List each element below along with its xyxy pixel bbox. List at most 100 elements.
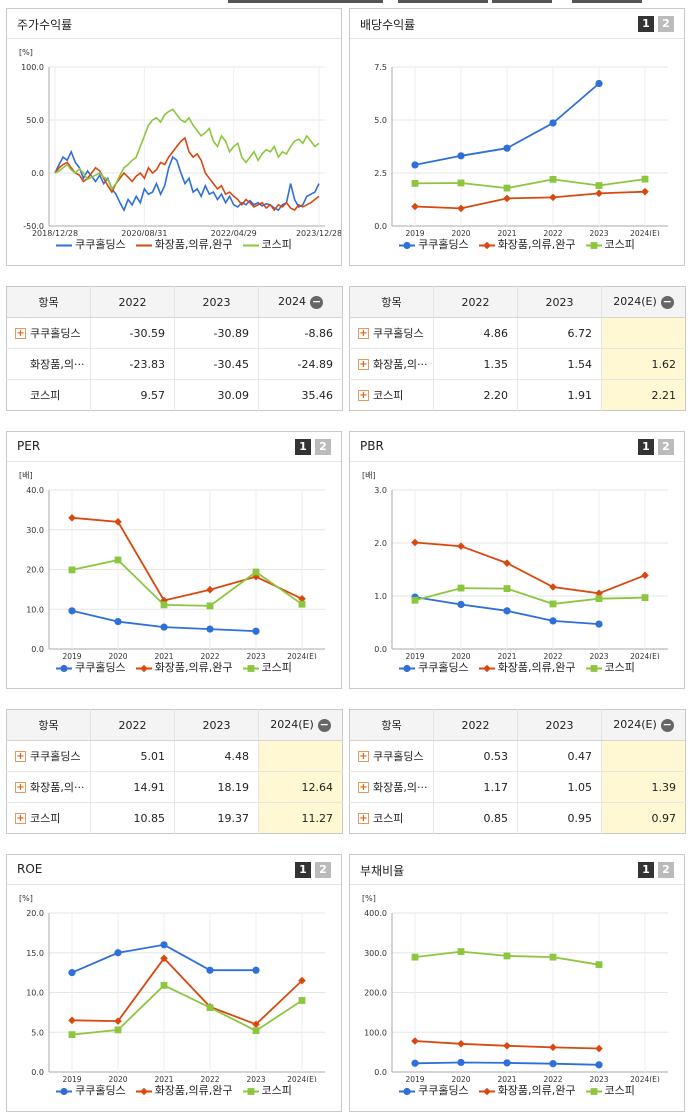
data-point: [114, 1026, 122, 1034]
data-point: [503, 1059, 511, 1067]
collapse-icon[interactable]: −: [660, 294, 674, 309]
legend-swatch: [242, 244, 259, 246]
data-point: [595, 182, 603, 189]
x-tick-label: 2022: [543, 652, 562, 659]
page-2-button[interactable]: 2: [658, 16, 674, 32]
table-cell: -30.45: [174, 348, 259, 380]
legend-item[interactable]: 코스피: [242, 1082, 292, 1098]
legend-item[interactable]: 쿠쿠홀딩스: [399, 236, 469, 252]
legend-label: 화장품,의류,완구: [154, 661, 233, 674]
expand-plus-icon[interactable]: +: [15, 781, 26, 793]
legend-item[interactable]: 화장품,의류,완구: [478, 236, 576, 252]
data-point: [114, 617, 122, 626]
legend-item[interactable]: 쿠쿠홀딩스: [399, 1082, 469, 1098]
data-point: [457, 1039, 465, 1048]
legend-item[interactable]: 화장품,의류,완구: [478, 1082, 576, 1098]
col-header-item: 항목: [349, 286, 434, 318]
row-label-cell: + 쿠쿠홀딩스: [6, 317, 91, 349]
panel-title: ROE: [17, 862, 43, 876]
legend-item[interactable]: 코스피: [585, 1082, 635, 1098]
x-tick-label: 2019: [62, 1075, 81, 1082]
panel-title: 부채비율: [360, 864, 405, 878]
legend-swatch: [585, 1087, 602, 1095]
expand-plus-icon[interactable]: +: [358, 750, 369, 762]
table-cell: [601, 317, 686, 349]
expand-plus-icon[interactable]: +: [15, 812, 26, 824]
page-2-button[interactable]: 2: [658, 439, 674, 455]
table-cell: 2.20: [433, 379, 518, 411]
row-label: 쿠쿠홀딩스: [373, 327, 424, 340]
axis-unit-label: [%]: [362, 894, 376, 903]
data-point: [590, 241, 597, 249]
collapse-icon[interactable]: −: [310, 294, 323, 309]
data-point: [298, 600, 306, 608]
table-row: + 화장품,의··· 14.91 18.19 12.64: [6, 771, 343, 803]
page-2-button[interactable]: 2: [315, 439, 331, 455]
legend-item[interactable]: 쿠쿠홀딩스: [399, 659, 469, 675]
data-point: [503, 184, 511, 192]
data-point: [457, 584, 465, 592]
y-tick-label: 10.0: [26, 605, 44, 614]
collapse-icon[interactable]: −: [660, 717, 674, 732]
pbr-panel: PBR 1 2 [배] 3.0 2.0 1.0 0.0 2019 2020 2021 2022 2…: [349, 431, 685, 689]
x-tick-label: 2021: [497, 1075, 516, 1082]
legend-item[interactable]: 코스피: [242, 236, 292, 252]
table-cell: 1.91: [517, 379, 602, 411]
expand-plus-icon[interactable]: +: [358, 812, 369, 824]
data-point: [114, 556, 122, 564]
expand-plus-icon[interactable]: +: [358, 358, 369, 370]
y-tick-label: 3.0: [374, 486, 387, 495]
legend-item[interactable]: 쿠쿠홀딩스: [56, 659, 126, 675]
y-tick-label: 50.0: [26, 116, 44, 125]
x-tick-label: 2020: [451, 229, 470, 236]
col-header-2023: 2023: [517, 709, 602, 741]
collapse-icon[interactable]: −: [317, 717, 331, 732]
top-tab-strip-segment: [492, 0, 552, 3]
legend-item[interactable]: 코스피: [585, 236, 635, 252]
page-1-button[interactable]: 1: [638, 439, 654, 455]
expand-plus-icon[interactable]: +: [358, 781, 369, 793]
expand-plus-icon[interactable]: +: [15, 750, 26, 762]
legend-item[interactable]: 화장품,의류,완구: [135, 659, 233, 675]
chart-legend: 쿠쿠홀딩스 화장품,의류,완구 코스피: [350, 659, 684, 675]
series-cosmetics: [411, 187, 649, 213]
data-point: [60, 1087, 68, 1095]
legend-item[interactable]: 코스피: [585, 659, 635, 675]
col-header-2023: 2023: [174, 286, 259, 318]
page-2-button[interactable]: 2: [658, 862, 674, 878]
row-label-cell: 코스피: [6, 379, 91, 411]
page-1-button[interactable]: 1: [295, 862, 311, 878]
page-1-button[interactable]: 1: [638, 862, 654, 878]
axis-unit-label: [%]: [19, 48, 33, 57]
legend-label: 코스피: [261, 1084, 292, 1097]
x-tick-label: 2020: [451, 652, 470, 659]
legend-item[interactable]: 쿠쿠홀딩스: [56, 1082, 126, 1098]
legend-item[interactable]: 쿠쿠홀딩스: [56, 236, 126, 252]
data-point: [503, 607, 511, 615]
expand-plus-icon[interactable]: +: [15, 327, 26, 339]
legend-item[interactable]: 코스피: [242, 659, 292, 675]
expand-plus-icon[interactable]: +: [358, 389, 369, 401]
page-1-button[interactable]: 1: [295, 439, 311, 455]
expand-plus-icon[interactable]: +: [358, 327, 369, 339]
legend-item[interactable]: 화장품,의류,완구: [135, 1082, 233, 1098]
col-header-2023: 2023: [174, 709, 259, 741]
legend-item[interactable]: 화장품,의류,완구: [478, 659, 576, 675]
y-tick-label: 20.0: [26, 566, 44, 575]
table-header-row: 항목 2022 2023 2024(E) −: [349, 709, 686, 741]
series-line: [71, 984, 303, 1036]
legend-item[interactable]: 화장품,의류,완구: [135, 236, 233, 252]
page-1-button[interactable]: 1: [638, 16, 654, 32]
table-cell: 18.19: [174, 771, 259, 803]
col-header-item: 항목: [6, 709, 91, 741]
panel-header: PER 1 2: [7, 432, 341, 462]
table-cell: 0.97: [601, 802, 686, 834]
row-label: 코스피: [373, 812, 404, 825]
data-point: [298, 594, 306, 603]
panel-title: 주가수익률: [17, 18, 73, 32]
page-2-button[interactable]: 2: [315, 862, 331, 878]
data-point: [411, 161, 419, 169]
data-point: [114, 518, 122, 526]
series-cosmetics: [54, 136, 320, 212]
legend-label: 코스피: [261, 238, 292, 251]
